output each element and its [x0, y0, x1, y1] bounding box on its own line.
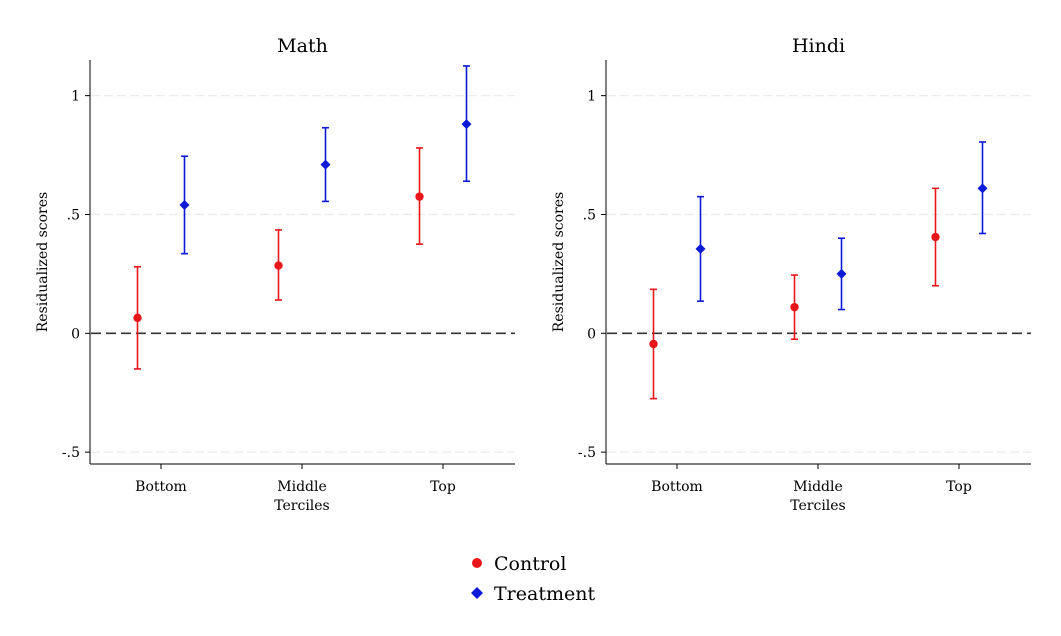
panel-hindi-control-point [649, 339, 658, 349]
panel-hindi-series-treatment [695, 141, 988, 311]
panel-math-series-control [133, 147, 424, 370]
legend-treatment-label: Treatment [494, 583, 595, 605]
panel-hindi-title: Hindi [792, 35, 845, 57]
panel-hindi-ytick-label: 0 [587, 326, 596, 342]
panel-math-ytick-label: -.5 [62, 445, 80, 461]
legend-control-marker [472, 558, 482, 568]
panel-hindi-ylabel: Residualized scores [551, 192, 567, 332]
panel-math-control-point [274, 261, 283, 270]
panel-math-ytick-label: .5 [67, 207, 80, 223]
panel-hindi-xtick-label: Top [946, 479, 972, 495]
panel-hindi-ytick-label: 1 [587, 89, 596, 105]
panel-math-ytick-label: 1 [71, 89, 80, 105]
panel-math-control-point [133, 313, 142, 323]
legend-item-control: Control [472, 553, 566, 575]
panel-math-control-point [415, 192, 424, 201]
legend-item-treatment: Treatment [471, 583, 595, 605]
panel-hindi-series-control [649, 187, 940, 400]
panel-hindi-control-point [931, 232, 940, 242]
panel-hindi-control-point [790, 302, 799, 312]
panel-math-treatment-point [461, 119, 472, 130]
legend: Control Treatment [471, 553, 595, 605]
panel-math-treatment-point [179, 199, 190, 210]
panel-math-ylabel: Residualized scores [35, 192, 51, 332]
panel-hindi-xlabel: Terciles [790, 498, 846, 514]
panel-hindi-treatment-point [977, 183, 988, 194]
panel-hindi-xtick-label: Middle [793, 479, 843, 495]
panel-math-xtick-label: Bottom [135, 479, 187, 495]
panel-math-xlabel: Terciles [274, 498, 330, 514]
panel-math-title: Math [277, 35, 328, 57]
panel-hindi-treatment-point [836, 268, 847, 279]
panel-hindi-xtick-label: Bottom [651, 479, 703, 495]
panel-hindi: Hindi -.5 0 .5 1 Bottom Middle Top Terciles Resid… [551, 35, 1031, 514]
legend-control-label: Control [494, 553, 566, 575]
legend-treatment-marker [471, 587, 483, 599]
panel-math-xtick-label: Middle [277, 479, 327, 495]
panel-hindi-ytick-label: .5 [583, 207, 596, 223]
panel-math-series-treatment [179, 65, 472, 255]
panel-hindi-treatment-point [695, 243, 706, 254]
panel-math-treatment-point [320, 159, 331, 170]
panel-hindi-ytick-label: -.5 [578, 445, 596, 461]
panel-math-ytick-label: 0 [71, 326, 80, 342]
panel-math-xtick-label: Top [430, 479, 456, 495]
panel-math: Math -.5 0 .5 1 Bottom Middle Top Terciles Residu… [35, 35, 515, 514]
